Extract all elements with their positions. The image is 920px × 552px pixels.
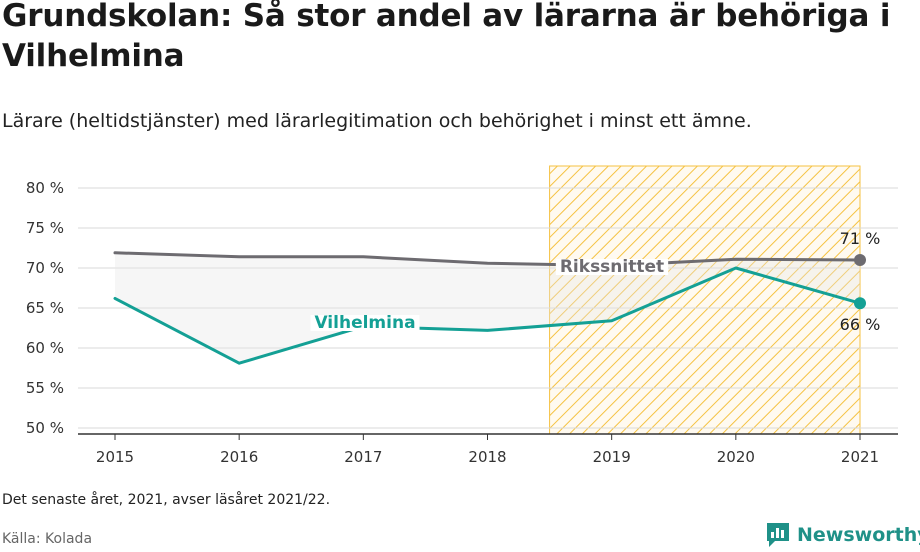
footnote: Det senaste året, 2021, avser läsåret 20… — [2, 492, 331, 508]
chart-subtitle: Lärare (heltidstjänster) med lärarlegiti… — [2, 110, 752, 132]
y-tick-label: 50 % — [26, 419, 64, 437]
x-tick-label: 2016 — [220, 448, 258, 466]
series-label-vilhelmina: Vilhelmina — [314, 313, 415, 333]
y-tick-label: 60 % — [26, 339, 64, 357]
source-text: Källa: Kolada — [2, 531, 93, 547]
x-tick-label: 2015 — [96, 448, 134, 466]
y-tick-label: 70 % — [26, 259, 64, 277]
x-tick-label: 2021 — [841, 448, 879, 466]
series-label-rikssnittet: Rikssnittet — [560, 257, 664, 277]
end-label-rikssnittet: 71 % — [840, 229, 881, 248]
y-tick-label: 75 % — [26, 219, 64, 237]
x-tick-label: 2020 — [717, 448, 755, 466]
brand-name: Newsworthy — [797, 524, 920, 546]
series-label-vilhelmina-bg — [310, 315, 420, 331]
line-chart: 50 % 55 % 60 % 65 % 70 % 75 % 80 % 2015 2016 201… — [26, 165, 898, 466]
highlight-range — [549, 165, 861, 435]
y-tick-label: 65 % — [26, 299, 64, 317]
x-tick-label: 2017 — [344, 448, 382, 466]
difference-band — [115, 252, 860, 364]
series-line-vilhelmina — [113, 266, 862, 365]
end-point-rikssnittet — [854, 254, 866, 266]
chart-title: Grundskolan: Så stor andel av lärarna är… — [2, 0, 891, 74]
end-point-vilhelmina — [854, 297, 866, 310]
y-tick-label: 80 % — [26, 179, 64, 197]
x-tick-label: 2019 — [593, 448, 631, 466]
series-line-rikssnittet — [113, 251, 862, 268]
brand-logo: Newsworthy — [765, 520, 920, 550]
end-label-vilhelmina: 66 % — [840, 315, 881, 334]
x-tick-label: 2018 — [468, 448, 506, 466]
series-label-rikssnittet-bg — [555, 259, 669, 275]
y-tick-label: 55 % — [26, 379, 64, 397]
newsworthy-logo-icon — [767, 523, 789, 547]
